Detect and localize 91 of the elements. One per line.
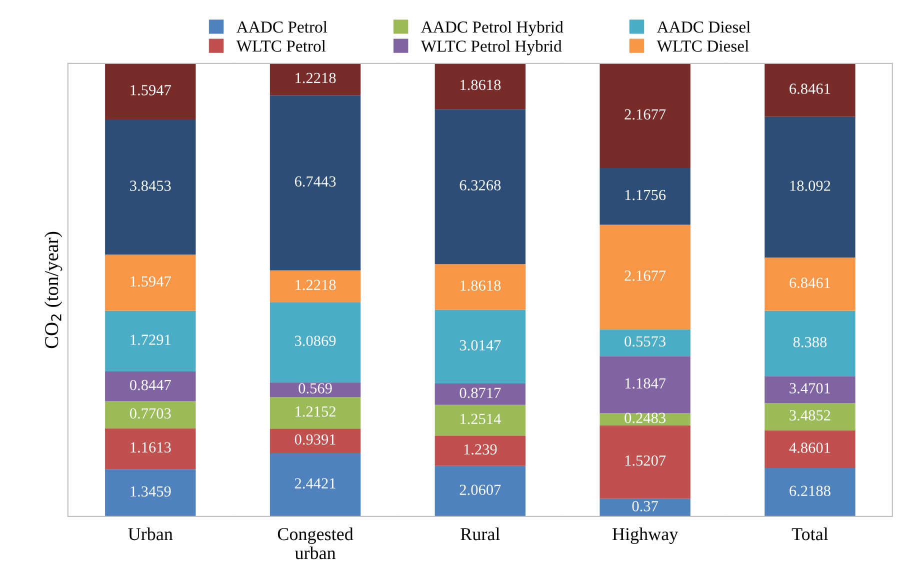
data-label: 8.388 xyxy=(793,336,827,348)
data-label: 0.7703 xyxy=(130,408,171,419)
bar xyxy=(270,382,361,398)
bar xyxy=(270,428,361,453)
data-label: 1.5947 xyxy=(130,85,171,96)
data-label: 6.8461 xyxy=(790,278,830,288)
legend-label: AADC Petrol Hybrid xyxy=(421,20,564,36)
x-tick-label: Congested urban xyxy=(278,528,354,560)
x-tick-label: Urban xyxy=(128,528,173,540)
bar xyxy=(600,498,690,516)
bar xyxy=(105,63,196,120)
bar xyxy=(600,168,690,225)
bar xyxy=(600,356,690,414)
data-label: 1.2152 xyxy=(296,406,336,417)
bar xyxy=(434,310,526,384)
data-label: 1.3459 xyxy=(130,486,171,497)
x-tick-label: Total xyxy=(792,528,828,540)
bar xyxy=(105,469,196,516)
bar xyxy=(764,258,856,311)
legend-label: WLTC Petrol Hybrid xyxy=(420,40,562,56)
data-label: 0.8717 xyxy=(460,388,501,398)
data-label: 1.239 xyxy=(464,444,497,455)
data-label: 1.8618 xyxy=(460,80,501,90)
bar xyxy=(600,329,690,356)
data-label: 4.8601 xyxy=(789,442,830,454)
data-label: 2.4421 xyxy=(294,478,336,489)
bar xyxy=(270,95,361,270)
legend-label: WLTC Diesel xyxy=(656,40,749,52)
bar xyxy=(764,116,856,258)
bar xyxy=(434,264,526,310)
bar xyxy=(764,403,856,430)
data-label: 0.2483 xyxy=(624,412,666,424)
data-label: 1.1847 xyxy=(625,378,666,389)
data-label: 6.7443 xyxy=(294,176,336,187)
data-label: 3.4701 xyxy=(790,383,830,394)
data-label: 0.37 xyxy=(632,501,658,512)
bar xyxy=(105,372,196,402)
data-label: 0.9391 xyxy=(294,434,336,445)
bar xyxy=(764,430,856,468)
bar xyxy=(600,425,690,499)
data-label: 0.5573 xyxy=(624,336,666,347)
data-label: 3.8453 xyxy=(130,180,171,191)
bar xyxy=(270,302,361,382)
bar xyxy=(764,468,856,516)
data-label: 3.4852 xyxy=(790,410,830,421)
legend-label: WLTC Petrol xyxy=(236,40,326,52)
bar xyxy=(105,401,196,428)
bar xyxy=(270,63,361,96)
bar xyxy=(270,452,361,516)
data-label: 1.1756 xyxy=(625,190,666,200)
bar xyxy=(434,384,526,405)
bar xyxy=(105,310,196,372)
data-label: 1.7291 xyxy=(130,334,170,346)
bar xyxy=(105,428,196,470)
data-label: 1.2218 xyxy=(296,72,336,84)
data-label: 3.0147 xyxy=(460,340,501,351)
bar xyxy=(434,436,526,466)
legend-label: AADC Petrol xyxy=(236,20,328,33)
data-label: 2.1677 xyxy=(624,270,666,281)
bar xyxy=(434,109,526,264)
data-label: 0.8447 xyxy=(130,380,171,390)
data-label: 1.5207 xyxy=(625,455,666,466)
data-label: 3.0869 xyxy=(295,336,336,346)
legend-label: AADC Diesel xyxy=(656,20,750,33)
data-label: 2.1677 xyxy=(624,109,666,120)
data-label: 6.8461 xyxy=(790,84,830,94)
data-label: 1.2514 xyxy=(460,414,501,424)
data-label: 1.2218 xyxy=(296,280,336,290)
bar xyxy=(105,120,196,255)
bar xyxy=(105,254,196,311)
bar xyxy=(270,270,361,302)
x-tick-label: Rural xyxy=(460,528,500,540)
bar xyxy=(434,404,526,436)
data-label: 18.092 xyxy=(790,180,830,192)
bar xyxy=(434,63,526,110)
data-label: 2.0607 xyxy=(460,484,501,496)
bar xyxy=(600,63,690,168)
bar xyxy=(600,224,690,330)
x-tick-label: Highway xyxy=(612,528,678,544)
data-label: 1.5947 xyxy=(130,276,171,287)
data-label: 6.2188 xyxy=(790,486,830,496)
bar xyxy=(270,397,361,429)
y-axis-title: CO$_{2}$ (ton/year) xyxy=(44,232,62,348)
bar xyxy=(434,466,526,516)
bar xyxy=(764,376,856,404)
bar xyxy=(764,310,856,376)
bar xyxy=(764,63,856,117)
data-label: 1.1613 xyxy=(130,442,171,453)
data-label: 1.8618 xyxy=(460,280,501,291)
data-label: 0.569 xyxy=(298,383,332,394)
data-label: 6.3268 xyxy=(460,180,501,190)
